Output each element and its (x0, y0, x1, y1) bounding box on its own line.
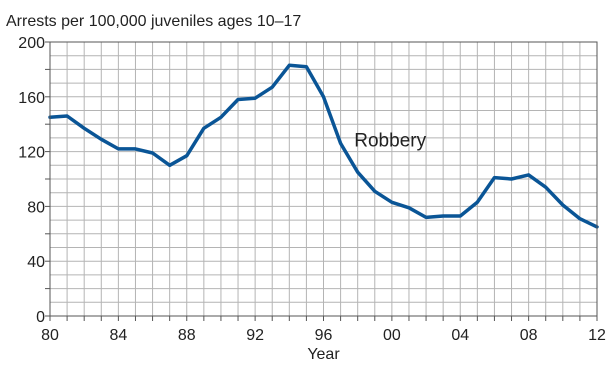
axis-ticks (45, 41, 598, 321)
series-label-robbery: Robbery (354, 130, 426, 151)
x-tick-label: 00 (383, 327, 401, 344)
series-group (48, 63, 599, 229)
x-tick-label: 04 (451, 327, 469, 344)
x-tick-label: 96 (315, 327, 333, 344)
y-tick-label: 160 (18, 90, 45, 107)
x-tick-label: 08 (520, 327, 538, 344)
y-axis-title: Arrests per 100,000 juveniles ages 10–17 (6, 13, 301, 30)
tick-labels: 0 40 80 120 160 200 80 84 88 92 96 00 04 08 12 (18, 35, 606, 344)
x-tick-label: 88 (178, 327, 196, 344)
y-tick-label: 40 (27, 254, 45, 271)
x-tick-label: 92 (246, 327, 264, 344)
y-tick-label: 200 (18, 35, 45, 52)
y-tick-label: 0 (36, 309, 45, 326)
series-line-robbery (48, 63, 599, 229)
annotations: Robbery (354, 130, 426, 151)
x-tick-label: 80 (41, 327, 59, 344)
x-tick-label: 84 (109, 327, 127, 344)
y-tick-label: 120 (18, 145, 45, 162)
plot-frame (49, 41, 598, 317)
x-axis-title: Year (307, 346, 340, 363)
y-tick-label: 80 (27, 199, 45, 216)
gridlines (50, 42, 597, 316)
x-tick-label: 12 (588, 327, 606, 344)
